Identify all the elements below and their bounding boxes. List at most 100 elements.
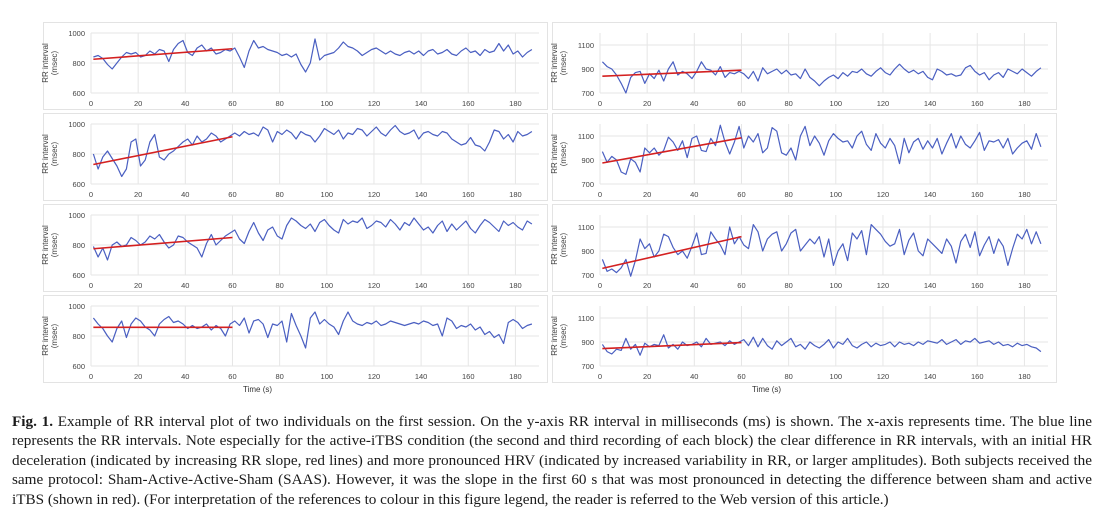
- rr-chart-panel: RR interval (msec) 0 20 40 60 80 100 120 140 160 18…: [41, 113, 548, 201]
- x-tick-label: 20: [643, 190, 651, 199]
- x-axis-title: Time (s): [243, 385, 273, 394]
- x-tick-label: 140: [924, 281, 937, 290]
- x-tick-label: 180: [509, 99, 522, 108]
- y-tick-label: 700: [581, 89, 594, 98]
- x-tick-label: 160: [971, 99, 984, 108]
- x-tick-label: 0: [89, 99, 93, 108]
- x-tick-label: 20: [643, 372, 651, 381]
- rr-chart: 0 20 40 60 80 100 120 140 160 180 700 900 1100: [578, 124, 1048, 199]
- y-tick-label: 600: [72, 271, 85, 280]
- x-tick-label: 100: [321, 99, 334, 108]
- x-tick-label: 20: [134, 190, 142, 199]
- x-tick-label: 80: [275, 190, 283, 199]
- figure-caption: Fig. 1. Example of RR interval plot of t…: [12, 412, 1092, 509]
- x-tick-label: 80: [275, 372, 283, 381]
- x-tick-label: 160: [462, 372, 475, 381]
- x-tick-label: 160: [462, 99, 475, 108]
- x-tick-label: 140: [924, 372, 937, 381]
- x-tick-label: 100: [321, 190, 334, 199]
- y-tick-label: 900: [581, 65, 594, 74]
- x-tick-label: 0: [598, 372, 602, 381]
- x-tick-label: 40: [690, 372, 698, 381]
- y-tick-label: 900: [581, 247, 594, 256]
- x-tick-label: 80: [784, 190, 792, 199]
- x-tick-label: 180: [1018, 372, 1031, 381]
- x-tick-label: 20: [643, 99, 651, 108]
- y-tick-label: 800: [72, 59, 85, 68]
- y-tick-label: 700: [581, 362, 594, 371]
- x-tick-label: 80: [784, 281, 792, 290]
- x-tick-label: 60: [737, 281, 745, 290]
- slope-line: [602, 341, 742, 350]
- y-tick-label: 800: [72, 150, 85, 159]
- x-tick-label: 120: [368, 281, 381, 290]
- rr-chart-panel: RR interval (msec) 0 20 40 60 80 100 120 140 160 18…: [550, 113, 1057, 201]
- x-tick-label: 60: [737, 99, 745, 108]
- x-tick-label: 120: [877, 281, 890, 290]
- x-tick-label: 60: [228, 372, 236, 381]
- x-tick-label: 100: [830, 372, 843, 381]
- x-tick-label: 40: [181, 99, 189, 108]
- caption-text: Example of RR interval plot of two indiv…: [12, 413, 1092, 508]
- x-tick-label: 0: [598, 190, 602, 199]
- x-tick-label: 20: [643, 281, 651, 290]
- x-tick-label: 0: [89, 190, 93, 199]
- x-tick-label: 100: [830, 281, 843, 290]
- rr-chart-panel: RR interval (msec) 0 20 40 60 80 100 120 140 160 18…: [41, 295, 548, 383]
- rr-chart: 0 20 40 60 80 100 120 140 160 180 600 800 1000: [68, 29, 539, 108]
- x-tick-label: 60: [228, 99, 236, 108]
- rr-interval-line: [601, 61, 1042, 94]
- rr-interval-line: [92, 124, 533, 178]
- rr-interval-line: [601, 224, 1042, 277]
- x-tick-label: 120: [877, 99, 890, 108]
- x-tick-label: 80: [784, 372, 792, 381]
- y-tick-label: 1000: [68, 211, 85, 220]
- x-tick-label: 180: [509, 190, 522, 199]
- figure-panels: RR interval (msec) 0 20 40 60 80 100 120 140 160 18…: [41, 22, 1057, 394]
- x-tick-label: 140: [415, 190, 428, 199]
- x-tick-label: 0: [598, 99, 602, 108]
- x-tick-label: 0: [89, 281, 93, 290]
- rr-interval-line: [601, 334, 1042, 356]
- x-tick-label: 100: [830, 190, 843, 199]
- rr-chart-panel: RR interval (msec) 0 20 40 60 80 100 120 140 160 18…: [41, 204, 548, 292]
- x-tick-label: 120: [368, 99, 381, 108]
- caption-label: Fig. 1.: [12, 413, 54, 430]
- rr-interval-line: [93, 38, 533, 73]
- y-tick-label: 700: [581, 271, 594, 280]
- rr-interval-line: [92, 311, 533, 349]
- x-tick-label: 100: [830, 99, 843, 108]
- x-tick-label: 40: [690, 99, 698, 108]
- rr-chart: 0 20 40 60 80 100 120 140 160 180 700 900 1100: [578, 215, 1048, 290]
- y-tick-label: 1100: [578, 132, 594, 141]
- x-tick-label: 40: [181, 190, 189, 199]
- y-tick-label: 700: [581, 180, 594, 189]
- x-tick-label: 60: [228, 190, 236, 199]
- y-tick-label: 1000: [68, 120, 85, 129]
- x-tick-label: 20: [134, 99, 142, 108]
- y-tick-label: 1000: [68, 302, 85, 311]
- y-tick-label: 1100: [578, 223, 594, 232]
- x-tick-label: 140: [924, 99, 937, 108]
- rr-chart: 0 20 40 60 80 100 120 140 160 180 700 900 1100: [578, 33, 1048, 108]
- x-tick-label: 20: [134, 372, 142, 381]
- y-tick-label: 1000: [68, 29, 85, 38]
- x-tick-label: 120: [877, 372, 890, 381]
- rr-chart: 0 20 40 60 80 100 120 140 160 180 700 900 1100: [578, 306, 1048, 381]
- rr-chart: 0 20 40 60 80 100 120 140 160 180 600 800 1000: [68, 120, 539, 199]
- x-tick-label: 120: [877, 190, 890, 199]
- x-tick-label: 40: [690, 190, 698, 199]
- x-tick-label: 60: [737, 372, 745, 381]
- y-tick-label: 600: [72, 180, 85, 189]
- rr-chart-panel: RR interval (msec) 0 20 40 60 80 100 120 140 160 18…: [550, 295, 1057, 383]
- y-tick-label: 600: [72, 89, 85, 98]
- x-tick-label: 60: [737, 190, 745, 199]
- x-tick-label: 40: [690, 281, 698, 290]
- x-tick-label: 0: [89, 372, 93, 381]
- y-tick-label: 900: [581, 156, 594, 165]
- x-tick-label: 120: [368, 190, 381, 199]
- x-tick-label: 160: [462, 281, 475, 290]
- y-tick-label: 1100: [578, 41, 594, 50]
- x-tick-label: 40: [181, 281, 189, 290]
- x-tick-label: 80: [275, 99, 283, 108]
